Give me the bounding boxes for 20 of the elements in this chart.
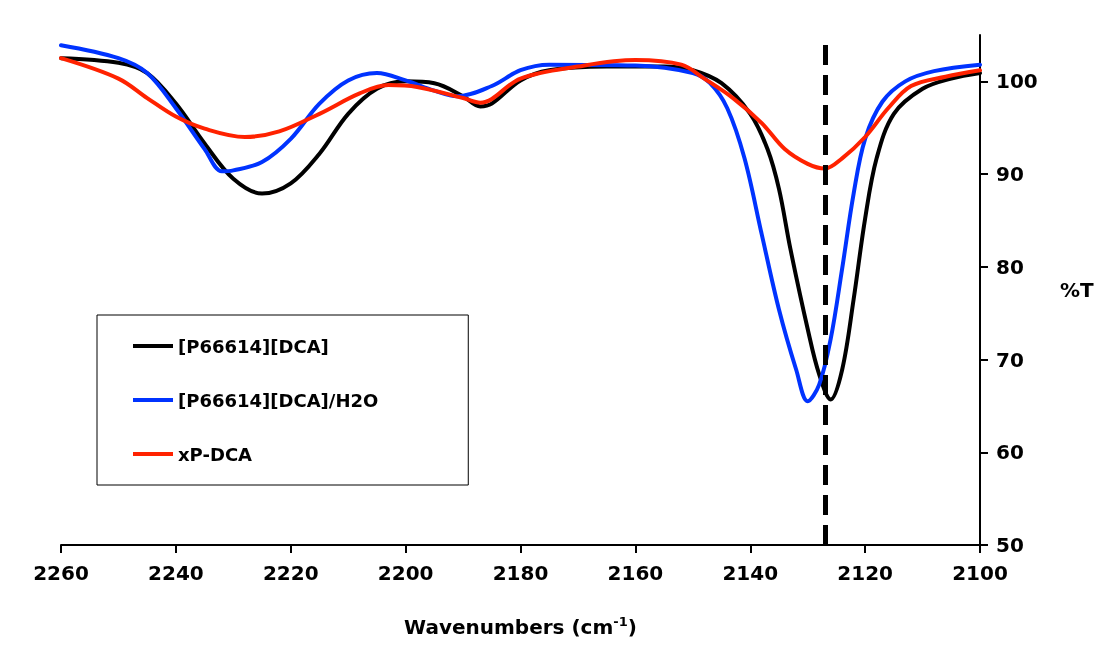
x-tick-label: 2200 [377,561,434,585]
legend-label: xP-DCA [178,443,253,465]
x-tick-label: 2260 [33,561,89,585]
legend-label: [P66614][DCA]/H2O [178,389,379,411]
y-axis-title: %T [1060,278,1095,302]
x-tick-label: 2160 [607,561,664,585]
x-tick-label: 2140 [722,561,779,585]
y-tick-label: 60 [996,440,1024,465]
x-tick-label: 2180 [492,561,549,585]
y-tick-label: 70 [996,347,1024,372]
y-tick-label: 80 [996,254,1024,279]
x-tick-label: 2220 [262,561,319,585]
y-tick-label: 100 [996,69,1038,94]
x-tick-label: 2240 [148,561,204,585]
line-series [59,56,982,171]
x-tick-label: 2100 [952,561,1008,585]
legend-label: [P66614][DCA] [178,335,329,357]
x-tick-label: 2120 [837,561,893,585]
y-tick-label: 50 [996,533,1024,557]
y-tick-label: 90 [996,162,1024,187]
